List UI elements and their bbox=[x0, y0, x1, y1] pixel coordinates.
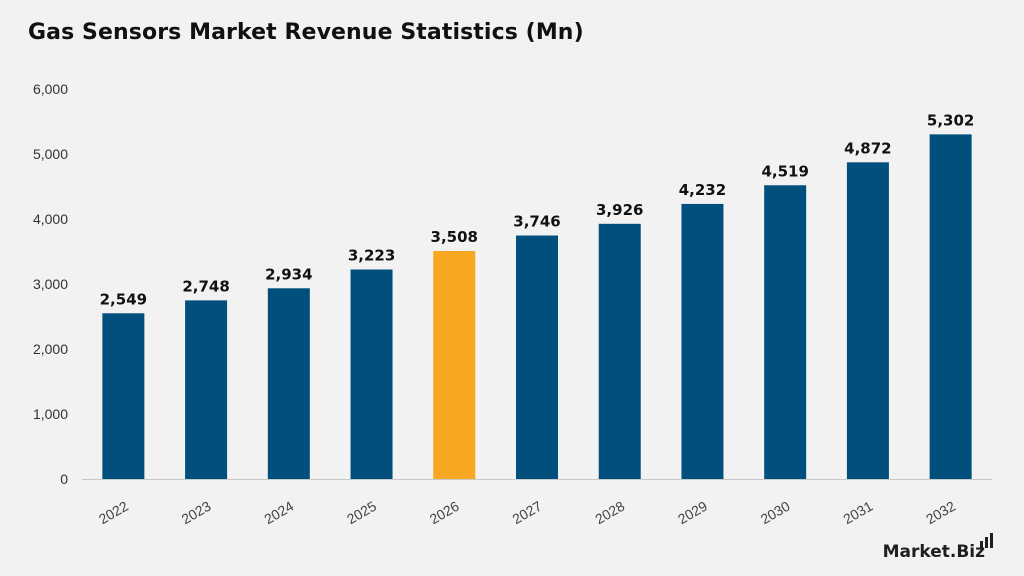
bar-value-label: 3,223 bbox=[348, 247, 395, 265]
brand-logo: Market.Biz bbox=[882, 533, 1000, 562]
bar-value-labels: 2,549 2,748 2,934 3,223 3,508 3,746 3,926 4,232… bbox=[100, 111, 975, 308]
bar-value-label: 2,748 bbox=[182, 277, 229, 295]
bar-chart-icon bbox=[980, 530, 993, 548]
x-tick-label: 2022 bbox=[96, 498, 131, 528]
y-tick-label: 2,000 bbox=[33, 341, 68, 357]
bar-value-label: 2,549 bbox=[100, 290, 147, 308]
bar-2028 bbox=[598, 223, 641, 479]
bar-2032 bbox=[929, 134, 972, 479]
y-tick-label: 5,000 bbox=[33, 146, 68, 162]
bar-value-label: 4,519 bbox=[761, 162, 808, 180]
bar-value-label: 3,746 bbox=[513, 213, 560, 231]
bar-value-label: 3,926 bbox=[596, 201, 643, 219]
y-axis-ticks: 0 1,000 2,000 3,000 4,000 5,000 6,000 bbox=[33, 81, 68, 487]
y-tick-label: 3,000 bbox=[33, 276, 68, 292]
bar-value-label: 3,508 bbox=[431, 228, 478, 246]
x-tick-label: 2026 bbox=[427, 498, 462, 528]
x-tick-label: 2032 bbox=[923, 498, 958, 528]
x-tick-label: 2030 bbox=[758, 498, 793, 528]
bar-2025 bbox=[350, 269, 393, 479]
y-tick-label: 0 bbox=[60, 471, 68, 487]
bar-2030 bbox=[764, 185, 807, 479]
bar-2024 bbox=[267, 288, 310, 479]
x-tick-label: 2023 bbox=[179, 498, 214, 528]
bar-2029 bbox=[681, 203, 724, 480]
chart-title: Gas Sensors Market Revenue Statistics (M… bbox=[28, 20, 584, 45]
bar-value-label: 4,232 bbox=[679, 181, 726, 199]
x-tick-label: 2031 bbox=[840, 498, 875, 528]
bar-value-label: 2,934 bbox=[265, 265, 312, 283]
x-tick-label: 2028 bbox=[592, 498, 627, 528]
bar-value-label: 4,872 bbox=[844, 139, 891, 157]
bar-value-label: 5,302 bbox=[927, 111, 974, 129]
x-axis-ticks: 2022 2023 2024 2025 2026 2027 2028 2029 2030 2031… bbox=[96, 498, 958, 528]
bar-2027 bbox=[516, 235, 558, 479]
brand-text: Market.Biz bbox=[882, 542, 985, 562]
y-tick-label: 4,000 bbox=[33, 211, 68, 227]
x-tick-label: 2024 bbox=[261, 498, 296, 528]
bar-2031 bbox=[846, 162, 889, 479]
x-tick-label: 2027 bbox=[510, 498, 545, 528]
x-tick-label: 2029 bbox=[675, 498, 710, 528]
x-tick-label: 2025 bbox=[344, 498, 379, 528]
bars bbox=[102, 134, 972, 480]
bar-2022 bbox=[102, 313, 145, 479]
y-tick-label: 6,000 bbox=[33, 81, 68, 97]
bar-2023 bbox=[185, 300, 228, 479]
y-tick-label: 1,000 bbox=[33, 406, 68, 422]
bar-2026 bbox=[433, 250, 476, 479]
